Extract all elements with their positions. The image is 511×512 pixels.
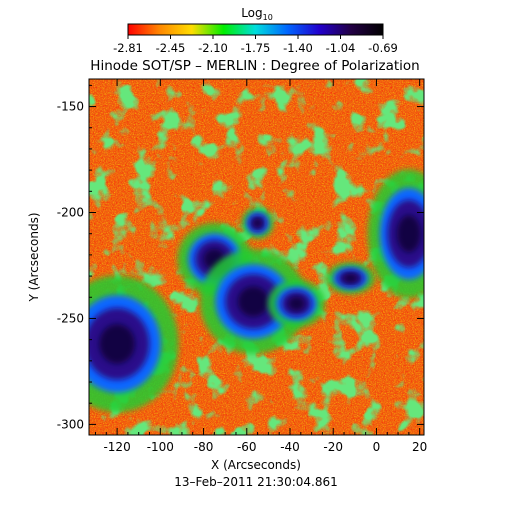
observation-timestamp: 13–Feb–2011 21:30:04.861 bbox=[174, 475, 337, 489]
x-tick-label: 20 bbox=[412, 440, 427, 454]
sunspot-core bbox=[288, 296, 305, 311]
y-tick-label: -300 bbox=[57, 417, 84, 431]
colorbar-ticks: -2.81 -2.45 -2.10 -1.75 -1.40 -1.04 -0.69 bbox=[113, 35, 398, 55]
sunspot-core bbox=[396, 215, 421, 253]
colorbar-gradient-bar bbox=[127, 23, 384, 36]
sunspot-core bbox=[343, 273, 358, 283]
plot-title: Hinode SOT/SP – MERLIN : Degree of Polar… bbox=[90, 58, 419, 74]
plot-frame bbox=[88, 78, 425, 436]
x-tick-label: -20 bbox=[323, 440, 343, 454]
sunspot-core bbox=[237, 286, 269, 317]
colorbar-tick-label: -1.40 bbox=[283, 41, 313, 55]
x-tick-label: -80 bbox=[194, 440, 214, 454]
sunspot-core bbox=[99, 324, 135, 364]
colorbar-tick-label: -2.81 bbox=[113, 41, 143, 55]
sunspot-group bbox=[89, 169, 424, 413]
x-tick-label: -100 bbox=[147, 440, 174, 454]
x-tick-label: 0 bbox=[373, 440, 381, 454]
colorbar-tick-label: -2.45 bbox=[156, 41, 186, 55]
colorbar-tick-label: -1.75 bbox=[241, 41, 271, 55]
colorbar: Log10 -2.81 -2.45 -2.10 -1.75 -1.40 -1.04 -0.6… bbox=[113, 6, 398, 55]
polarization-image bbox=[89, 79, 424, 435]
x-tick-label: -60 bbox=[237, 440, 257, 454]
x-axis-label: X (Arcseconds) bbox=[211, 458, 301, 472]
x-tick-label: -40 bbox=[280, 440, 300, 454]
y-tick-label: -200 bbox=[57, 206, 84, 220]
colorbar-tick-label: -2.10 bbox=[198, 41, 228, 55]
colorbar-label-subscript: 10 bbox=[263, 13, 273, 22]
y-axis: -150 -200 -250 -300 bbox=[57, 84, 424, 431]
colorbar-tick-label: -0.69 bbox=[368, 41, 398, 55]
x-axis: -120 -100 -80 -60 -40 -20 0 20 bbox=[94, 79, 427, 454]
y-tick-label: -250 bbox=[57, 311, 84, 325]
y-axis-label: Y (Arcseconds) bbox=[27, 212, 41, 302]
x-tick-label: -120 bbox=[103, 440, 130, 454]
colorbar-label: Log10 bbox=[241, 6, 273, 22]
y-tick-label: -150 bbox=[57, 100, 84, 114]
sunspot-core bbox=[252, 218, 263, 228]
colorbar-tick-label: -1.04 bbox=[326, 41, 356, 55]
